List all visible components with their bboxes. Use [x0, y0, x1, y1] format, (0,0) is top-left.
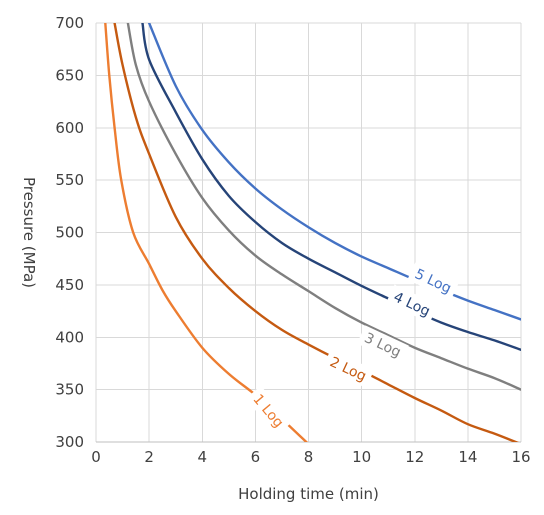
series-label-group: 3 Log — [356, 325, 409, 364]
y-axis-title: Pressure (MPa) — [20, 177, 38, 288]
series-line-2-log — [113, 23, 519, 442]
y-tick-label: 400 — [55, 328, 84, 346]
grid — [95, 22, 522, 443]
axes: 0 2 4 6 8 10 12 14 16 300 350 400 450 500 550 600 650 700 — [55, 14, 530, 466]
y-tick-label: 600 — [55, 119, 84, 137]
x-tick-label: 8 — [304, 448, 314, 466]
y-tick-label: 350 — [55, 381, 84, 399]
x-tick-label: 4 — [197, 448, 207, 466]
series-line-3-log — [126, 23, 521, 391]
x-tick-label: 16 — [511, 448, 530, 466]
y-tick-label: 700 — [55, 14, 84, 32]
x-tick-label: 12 — [405, 448, 424, 466]
y-tick-label: 300 — [55, 433, 84, 451]
series-line-5-log — [147, 23, 521, 321]
x-tick-label: 14 — [458, 448, 477, 466]
series-label-background — [386, 284, 439, 323]
y-tick-label: 500 — [55, 224, 84, 242]
series-label-background — [322, 349, 375, 388]
x-tick-label: 6 — [251, 448, 261, 466]
series-label-group: 1 Log — [245, 385, 292, 436]
y-tick-label: 650 — [55, 66, 84, 84]
x-tick-label: 0 — [91, 448, 101, 466]
series — [104, 23, 521, 442]
series-label-background — [356, 325, 409, 364]
x-tick-label: 10 — [352, 448, 371, 466]
y-tick-label: 550 — [55, 171, 84, 189]
series-label-background — [407, 261, 460, 300]
series-line-4-log — [141, 23, 521, 352]
x-tick-label: 2 — [144, 448, 154, 466]
y-tick-label: 450 — [55, 276, 84, 294]
series-label-group: 2 Log — [322, 349, 375, 388]
series-label-background — [245, 385, 292, 436]
series-line-1-log — [104, 23, 309, 442]
x-axis-title: Holding time (min) — [238, 485, 379, 503]
